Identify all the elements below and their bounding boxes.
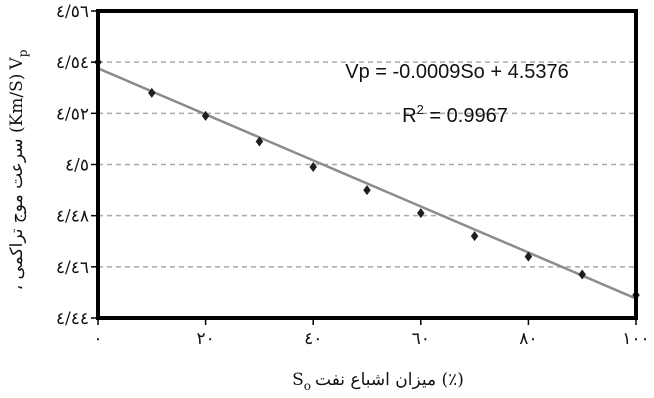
trendline-layer (97, 67, 637, 300)
x-axis-title: So (٪) میزان اشباع نفت (292, 370, 464, 393)
y-tick-label: ٤/٥۲ (56, 104, 89, 124)
regression-equation: Vp = -0.0009So + 4.5376 (345, 61, 569, 83)
data-point (201, 110, 210, 121)
data-point (524, 251, 533, 262)
x-tick-label: ۱۰۰ (622, 329, 649, 349)
x-tick-label: ۸۰ (519, 329, 537, 349)
r-squared-label: R2 = 0.9967 (402, 102, 508, 127)
y-tick-label: ٤/٤٦ (56, 258, 89, 278)
y-tick-label: ٤/٥٤ (56, 53, 89, 73)
x-tick-label: ۰ (93, 329, 102, 349)
data-point (148, 87, 156, 98)
data-point (417, 208, 425, 219)
data-point (309, 162, 317, 173)
data-point (255, 136, 264, 147)
y-tick-label: ٤/٥٦ (56, 2, 89, 22)
x-tick-labels: ۰ ۲۰ ٤۰ ٦۰ ۸۰ ۱۰۰ (93, 318, 650, 349)
trendline (97, 67, 637, 300)
y-tick-label: ٤/٤۸ (56, 207, 89, 227)
data-point (363, 185, 371, 196)
data-point (470, 231, 479, 242)
grid-layer (98, 10, 636, 319)
y-axis-title: (Km/S) سرعت موج تراکمی ،Vp (7, 49, 30, 290)
points-layer (94, 57, 640, 300)
y-tick-label: ٤/٥ (65, 156, 89, 176)
x-tick-label: ۲۰ (196, 329, 214, 349)
x-tick-label: ٦۰ (412, 329, 430, 349)
plot-frame (96, 9, 638, 320)
x-tick-label: ٤۰ (304, 329, 322, 349)
data-point (578, 269, 586, 280)
y-tick-labels: ٤/٤٤ ٤/٤٦ ٤/٤۸ ٤/٥ ٤/٥۲ ٤/٥٤ ٤/٥٦ (56, 2, 98, 329)
y-tick-label: ٤/٤٤ (56, 309, 89, 329)
